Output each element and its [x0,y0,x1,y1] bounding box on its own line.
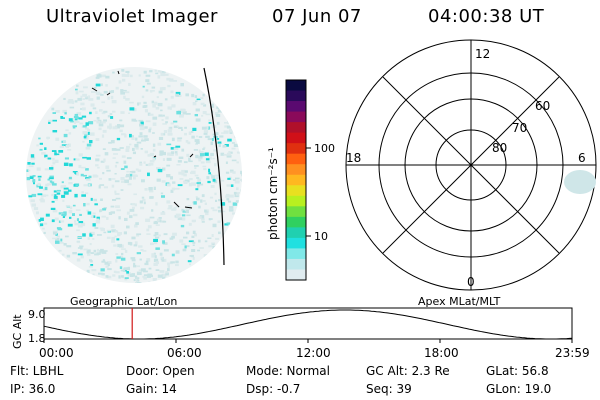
colorbar-scale [286,80,306,281]
image-date: 07 Jun 07 [272,6,362,27]
timeline-left-label: Geographic Lat/Lon [70,295,177,308]
colorbar-frame [285,79,307,281]
colorbar-segment [286,258,306,271]
colorbar-segment [286,132,306,144]
terminator-line [203,67,225,266]
info-gc-alt: GC Alt: 2.3 Re [366,364,450,378]
coastline-marks [91,70,194,209]
colorbar-segment [286,90,306,102]
colorbar-segment [286,206,306,218]
colorbar-segment [286,185,306,197]
colorbar-segment [286,174,306,186]
info-seq: Seq: 39 [366,382,412,396]
colorbar-segment [286,143,306,155]
polar-emission-patch [564,170,596,194]
timeline-right-label: Apex MLat/MLT [418,295,501,308]
colorbar-label-100: 100 [314,142,335,155]
info-glat: GLat: 56.8 [486,364,549,378]
lat-label-60: 60 [535,99,550,113]
colorbar-segment [286,227,306,239]
altitude-timeline: Geographic Lat/Lon Apex MLat/MLT GC Alt … [11,295,590,360]
clock-label-18: 18 [346,151,361,165]
timeline-xtick-0600: 06:00 [167,346,202,360]
info-door: Door: Open [126,364,195,378]
lat-label-80: 80 [492,141,507,155]
colorbar-segment [286,122,306,134]
altitude-curve [43,309,573,340]
info-dsp: Dsp: -0.7 [246,382,301,396]
timeline-ytick-9: 9.0 [28,308,46,321]
colorbar-segment [286,248,306,260]
app-title: Ultraviolet Imager [46,6,218,27]
timeline-xtick-1200: 12:00 [296,346,331,360]
colorbar-segment [286,237,306,250]
timeline-axis-label: GC Alt [11,314,24,349]
colorbar-segment [286,269,306,281]
emission-speckle [26,69,242,283]
timeline-ytick-1-8: 1.8 [28,332,46,345]
colorbar-unit-label: photon cm⁻²s⁻¹ [266,147,280,240]
polar-grid [345,39,597,291]
colorbar: 100 10 photon cm⁻²s⁻¹ [266,79,335,281]
imager-disk [26,67,242,283]
info-ip: IP: 36.0 [10,382,56,396]
colorbar-label-10: 10 [314,230,328,243]
info-glon: GLon: 19.0 [486,382,552,396]
info-filter: Flt: LBHL [10,364,64,378]
clock-label-12: 12 [475,47,490,61]
info-gain: Gain: 14 [126,382,177,396]
polar-diagonal-2 [382,76,560,254]
colorbar-segment [286,195,306,207]
colorbar-segment [286,153,306,165]
clock-label-0: 0 [467,275,475,289]
colorbar-segment [286,101,306,113]
timeline-xtick-0000: 00:00 [39,346,74,360]
colorbar-segment [286,111,306,123]
colorbar-segment [286,216,306,228]
image-time: 04:00:38 UT [428,6,545,27]
timeline-xtick-1800: 18:00 [424,346,459,360]
timeline-xtick-2359: 23:59 [555,346,590,360]
lat-label-70: 70 [512,121,527,135]
clock-label-6: 6 [578,151,586,165]
colorbar-segment [286,164,306,176]
info-mode: Mode: Normal [246,364,330,378]
colorbar-segment [286,80,306,92]
